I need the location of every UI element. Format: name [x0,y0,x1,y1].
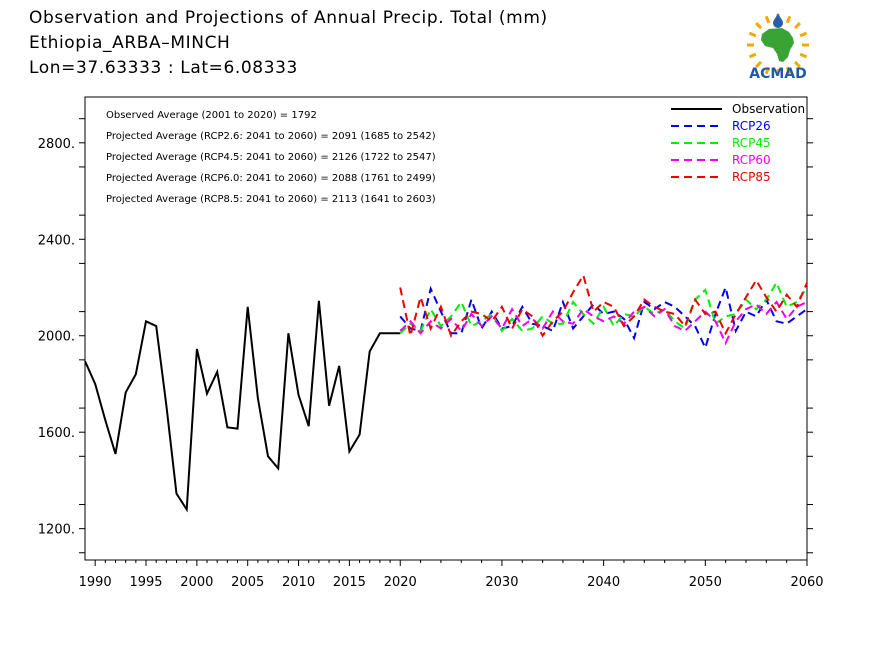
annotation-line: Projected Average (RCP2.6: 2041 to 2060)… [106,131,436,142]
logo-text: ACMAD [749,66,807,82]
y-tick-label: 1600. [38,426,75,441]
annotation-line: Observed Average (2001 to 2020) = 1792 [106,110,317,121]
legend-label: RCP85 [732,170,771,184]
africa-map-icon [761,28,794,62]
x-tick-label: 2010 [282,575,315,590]
x-tick-label: 1990 [79,575,112,590]
series-line-observation [84,300,401,513]
annotation-line: Projected Average (RCP4.5: 2041 to 2060)… [106,152,436,163]
acmad-logo: ACMAD [747,13,809,82]
legend-label: RCP45 [732,136,771,150]
x-tick-label: 2040 [587,575,620,590]
legend: Observation RCP26 RCP45 RCP60 RCP85 [671,102,805,184]
y-tick-label: 1200. [38,523,75,538]
y-tick-label: 2000. [38,330,75,345]
series-layer [84,272,808,513]
x-tick-label: 2060 [790,575,823,590]
location-name: Ethiopia_ARBA–MINCH [29,33,231,53]
sun-ray [799,52,808,59]
y-tick-label: 2400. [38,233,75,248]
x-tick-label: 1995 [129,575,162,590]
axis-ticks: 1200. 1600. 2000. 2400. 2800. 1990 1995 2000 200… [38,118,824,590]
series-line-rcp60 [399,300,808,346]
x-tick-label: 2005 [231,575,264,590]
x-tick-label: 2020 [384,575,417,590]
sun-ray [793,22,801,30]
x-tick-label: 2050 [689,575,722,590]
plot-frame [84,96,808,561]
x-tick-label: 2000 [180,575,213,590]
series-line-rcp45 [399,280,808,335]
sun-ray [748,52,757,59]
sun-ray [764,66,771,75]
x-tick-label: 2030 [485,575,518,590]
y-tick-label: 2800. [38,137,75,152]
legend-label: Observation [732,102,805,116]
legend-label: RCP26 [732,119,771,133]
sun-ray [764,15,771,24]
sun-ray [748,31,757,38]
annotation-block: Observed Average (2001 to 2020) = 1792 Pr… [106,110,436,205]
sun-ray [755,60,763,68]
coordinates: Lon=37.63333 : Lat=6.08333 [29,58,298,78]
sun-ray [785,15,792,24]
annotation-line: Projected Average (RCP8.5: 2041 to 2060)… [106,194,436,205]
legend-label: RCP60 [732,153,771,167]
series-line-rcp85 [399,272,808,338]
annotation-line: Projected Average (RCP6.0: 2041 to 2060)… [106,173,436,184]
plot-border [84,96,808,561]
sun-ray [755,22,763,30]
water-drop-icon [773,13,783,28]
sun-ray [799,31,808,38]
sun-ray [793,60,801,68]
sun-ray [785,66,792,75]
chart-title: Observation and Projections of Annual Pr… [29,8,548,28]
x-tick-label: 2015 [333,575,366,590]
